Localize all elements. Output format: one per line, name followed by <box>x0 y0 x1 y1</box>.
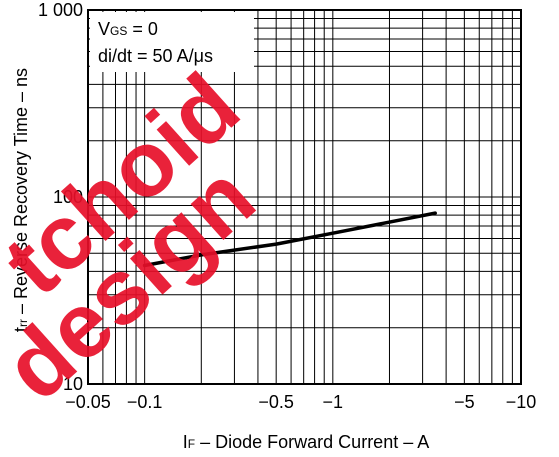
series-line-1 <box>142 211 437 268</box>
watermark: tchoid design <box>0 54 274 419</box>
plot-frame <box>87 9 522 385</box>
y-tick-label: 1 000 <box>38 0 83 20</box>
y-tick-label: 10 <box>63 374 83 394</box>
x-tick-label: −0.5 <box>258 392 294 412</box>
x-tick-label: −0.1 <box>127 392 163 412</box>
condition-box-bg <box>90 12 254 72</box>
series-layer <box>142 211 437 268</box>
x-tick-label: −5 <box>454 392 475 412</box>
condition-box: VGS = 0 di/dt = 50 A/μs <box>90 12 254 72</box>
y-tick-labels: 10 100 1 000 <box>38 0 83 394</box>
y-tick-label: 100 <box>53 187 83 207</box>
y-axis-title: trr – Reverse Recovery Time – ns <box>11 68 31 332</box>
x-tick-label: −1 <box>323 392 344 412</box>
x-tick-label: −0.05 <box>65 392 111 412</box>
condition-line-1: VGS = 0 <box>98 19 158 39</box>
x-tick-labels: −0.05 −0.1 −0.5 −1 −5 −10 <box>65 392 536 412</box>
x-tick-label: −10 <box>506 392 537 412</box>
condition-line-2: di/dt = 50 A/μs <box>98 46 213 66</box>
x-axis-title: IF – Diode Forward Current – A <box>183 432 429 452</box>
